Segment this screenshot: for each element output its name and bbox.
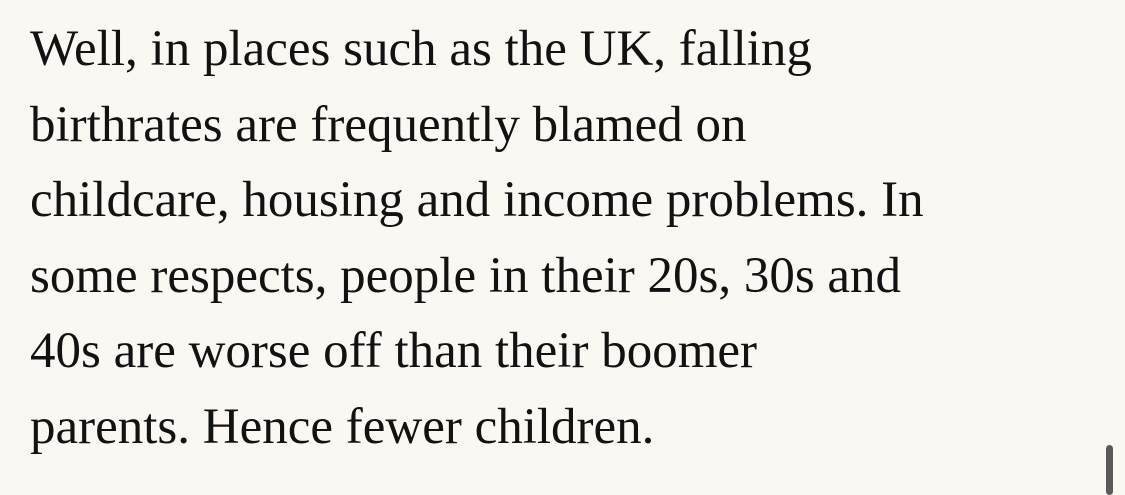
text-line: parents. Hence fewer children. — [30, 398, 655, 455]
text-line: birthrates are frequently blamed on — [30, 96, 747, 153]
text-line: childcare, housing and income problems. … — [30, 172, 924, 228]
page: Well, in places such as the UK, falling b… — [30, 12, 1113, 495]
text-line: some respects, people in their 20s, 30s … — [30, 247, 902, 304]
article-paragraph: Well, in places such as the UK, falling b… — [30, 12, 924, 465]
text-line: Well, in places such as the UK, falling — [30, 21, 812, 77]
text-line: 40s are worse off than their boomer — [30, 323, 757, 379]
scrollbar[interactable] — [1106, 445, 1113, 495]
